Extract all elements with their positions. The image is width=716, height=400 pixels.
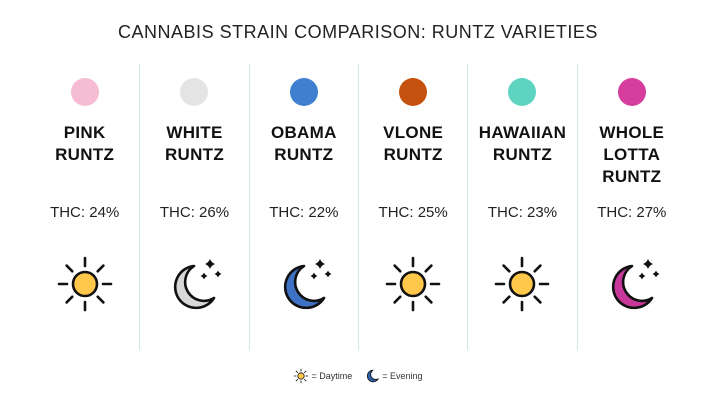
strain-color-dot <box>70 78 99 106</box>
sun-icon <box>383 254 443 314</box>
strain-name: PINK RUNTZ <box>30 122 139 166</box>
strain-column: WHOLE LOTTA RUNTZ THC: 27% <box>576 64 686 350</box>
moon-icon <box>274 254 334 314</box>
strain-color-dot <box>617 78 646 106</box>
thc-value: THC: 25% <box>378 204 448 221</box>
thc-value: THC: 24% <box>50 204 120 221</box>
strain-name: HAWAIIAN RUNTZ <box>468 122 576 166</box>
strain-column: PINK RUNTZ THC: 24% <box>30 64 139 350</box>
strain-column: OBAMA RUNTZ THC: 22% <box>248 64 358 350</box>
strain-name-line: RUNTZ <box>383 145 443 164</box>
legend: = Daytime = Evening <box>0 368 716 384</box>
thc-value: THC: 23% <box>487 204 558 221</box>
strain-name: WHITE RUNTZ <box>140 122 248 166</box>
legend-daytime: = Daytime <box>293 368 352 384</box>
sun-icon <box>294 368 309 384</box>
legend-evening: = Evening <box>364 368 423 384</box>
strain-columns: PINK RUNTZ THC: 24% WHITE RUNTZ THC: 26% OBAMA… <box>30 64 686 350</box>
strain-name-line: WHOLE <box>599 123 665 142</box>
strain-color-dot <box>508 78 537 106</box>
strain-name-line: RUNTZ <box>164 145 225 164</box>
strain-column: VLONE RUNTZ THC: 25% <box>357 64 467 350</box>
strain-color-dot <box>289 78 318 106</box>
sun-icon <box>492 254 552 314</box>
strain-name-line: HAWAIIAN <box>478 123 567 142</box>
strain-name-line: LOTTA <box>603 145 661 164</box>
strain-name-line: RUNTZ <box>492 145 553 164</box>
thc-value: THC: 22% <box>269 204 339 221</box>
strain-column: WHITE RUNTZ THC: 26% <box>139 64 248 350</box>
strain-name-line: RUNTZ <box>274 145 334 164</box>
strain-name-line: WHITE <box>166 123 223 142</box>
strain-name-line: RUNTZ <box>55 145 115 164</box>
page-title: CANNABIS STRAIN COMPARISON: RUNTZ VARIET… <box>118 22 598 42</box>
strain-name-line: VLONE <box>383 123 444 142</box>
strain-name: WHOLE LOTTA RUNTZ <box>578 122 686 188</box>
strain-name-line: PINK <box>63 123 106 142</box>
strain-column: HAWAIIAN RUNTZ THC: 23% <box>467 64 576 350</box>
strain-color-dot <box>180 78 209 106</box>
legend-daytime-label: = Daytime <box>311 371 353 381</box>
strain-name: OBAMA RUNTZ <box>250 122 358 166</box>
thc-value: THC: 27% <box>597 204 667 221</box>
strain-name-line: OBAMA <box>270 123 337 142</box>
moon-icon <box>602 254 662 314</box>
sun-icon <box>55 254 115 314</box>
strain-name: VLONE RUNTZ <box>359 122 467 166</box>
strain-name-line: RUNTZ <box>602 167 662 186</box>
thc-value: THC: 26% <box>159 204 230 221</box>
strain-color-dot <box>399 78 428 106</box>
legend-evening-label: = Evening <box>382 371 423 381</box>
moon-icon <box>164 254 224 314</box>
moon-icon <box>367 369 380 383</box>
